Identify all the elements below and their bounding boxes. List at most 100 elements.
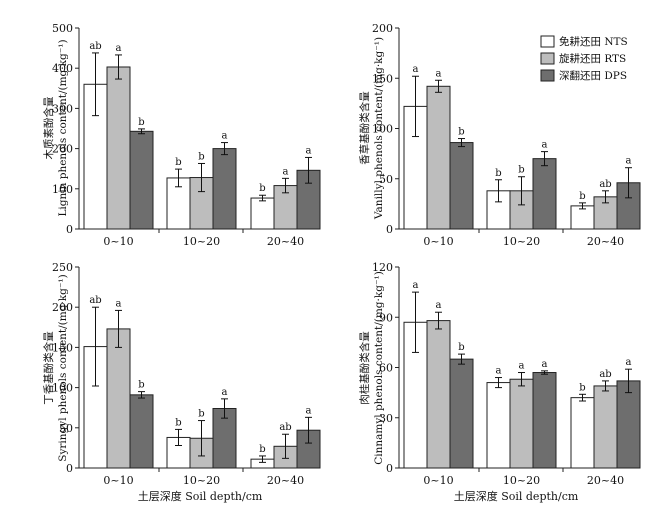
error-bar (175, 168, 182, 188)
significance-letter: a (116, 298, 122, 309)
y-tick-label: 200 (52, 301, 73, 314)
significance-letter: ab (89, 295, 101, 306)
significance-letter: a (413, 280, 419, 291)
significance-letter: ab (89, 41, 101, 52)
y-tick-label: 30 (379, 412, 393, 425)
error-bar (518, 176, 525, 206)
error-bar (198, 420, 205, 457)
legend-label-nts: 免耕还田 NTS (559, 35, 628, 48)
y-axis-label-en: Lignin phenols content/(mg·kg⁻¹) (57, 39, 69, 216)
significance-letter: a (413, 64, 419, 75)
significance-letter: a (626, 357, 632, 368)
legend-label-dps: 深翻还田 DPS (559, 69, 627, 82)
significance-letter: a (519, 361, 525, 372)
significance-letter: a (626, 156, 632, 167)
y-tick-label: 200 (372, 22, 393, 35)
error-bar (282, 433, 289, 459)
error-bar (458, 353, 465, 365)
significance-letter: b (138, 380, 144, 391)
y-axis-label-en: Cinnamyl phenols content/(mg·kg⁻¹) (373, 271, 385, 465)
error-bar (518, 372, 525, 387)
x-tick-label: 10~20 (503, 235, 540, 248)
legend-swatch-nts (540, 35, 555, 48)
bar-dps (532, 372, 557, 469)
error-bar (221, 142, 228, 156)
error-bar (412, 75, 419, 138)
error-bar (602, 190, 609, 204)
significance-letter: a (436, 68, 442, 79)
significance-letter: b (579, 191, 585, 202)
significance-letter: b (518, 165, 524, 176)
significance-letter: a (306, 405, 312, 416)
x-tick-label: 0~10 (423, 235, 453, 248)
y-tick-label: 50 (379, 173, 393, 186)
significance-letter: ab (599, 369, 611, 380)
y-axis-label-en: Vanillyl phenols content/(mg·kg⁻¹) (373, 37, 385, 220)
significance-letter: b (579, 382, 585, 393)
error-bar (259, 194, 266, 202)
error-bar (282, 177, 289, 194)
x-axis-label-left: 土层深度 Soil depth/cm (138, 489, 263, 503)
significance-letter: b (259, 183, 265, 194)
significance-letter: b (138, 117, 144, 128)
y-axis-label-cn: 丁香基酚类含量 (42, 331, 55, 405)
y-tick-label: 250 (52, 261, 73, 274)
y-axis-label: 肉桂基酚类含量 Cinnamyl phenols content/(mg·kg⁻¹… (358, 271, 385, 465)
bar-nts (250, 197, 275, 230)
bar-rts (593, 385, 618, 469)
y-tick-label: 60 (379, 362, 393, 375)
y-axis-label-en: Syringyl phenols content/(mg·kg⁻¹) (57, 274, 69, 461)
legend-swatch-dps (540, 69, 555, 82)
significance-letter: a (222, 131, 228, 142)
error-bar (625, 167, 632, 199)
y-tick-label: 120 (372, 261, 393, 274)
bar-nts (570, 397, 595, 469)
bar-dps (449, 358, 474, 469)
bar-dps (616, 380, 641, 469)
x-tick-label: 0~10 (103, 235, 133, 248)
error-bar (458, 138, 465, 148)
bar-dps (129, 394, 154, 469)
significance-letter: ab (599, 179, 611, 190)
significance-letter: ab (279, 422, 291, 433)
x-tick-label: 10~20 (183, 474, 220, 487)
bar-dps (129, 130, 154, 230)
y-axis-label: 丁香基酚类含量 Syringyl phenols content/(mg·kg⁻¹… (42, 274, 69, 461)
significance-letter: b (458, 127, 464, 138)
bar-dps (449, 142, 474, 230)
y-tick-label: 150 (52, 341, 73, 354)
error-bar (602, 380, 609, 392)
y-tick-label: 0 (66, 223, 73, 236)
x-tick-label: 20~40 (587, 474, 624, 487)
error-bar (412, 291, 419, 353)
significance-letter: b (495, 168, 501, 179)
bar-rts (106, 66, 131, 230)
significance-letter: b (458, 342, 464, 353)
significance-letter: b (259, 444, 265, 455)
y-tick-label: 100 (52, 183, 73, 196)
error-bar (305, 156, 312, 184)
x-tick-label: 0~10 (423, 474, 453, 487)
y-tick-label: 100 (372, 123, 393, 136)
significance-letter: a (436, 300, 442, 311)
y-axis-label-cn: 肉桂基酚类含量 (358, 331, 371, 405)
x-tick-label: 10~20 (503, 474, 540, 487)
error-bar (541, 151, 548, 167)
significance-letter: b (198, 151, 204, 162)
y-axis-label-cn: 木质素酚含量 (42, 96, 55, 159)
bar-rts (509, 378, 534, 469)
error-bar (175, 428, 182, 446)
y-axis-label: 木质素酚含量 Lignin phenols content/(mg·kg⁻¹) (42, 39, 69, 216)
y-axis-label-cn: 香草基酚类含量 (358, 91, 371, 165)
significance-letter: a (283, 166, 289, 177)
y-tick-label: 150 (372, 72, 393, 85)
y-tick-label: 0 (66, 462, 73, 475)
error-bar (115, 54, 122, 80)
bar-dps (212, 148, 237, 230)
error-bar (92, 306, 99, 387)
error-bar (495, 179, 502, 203)
